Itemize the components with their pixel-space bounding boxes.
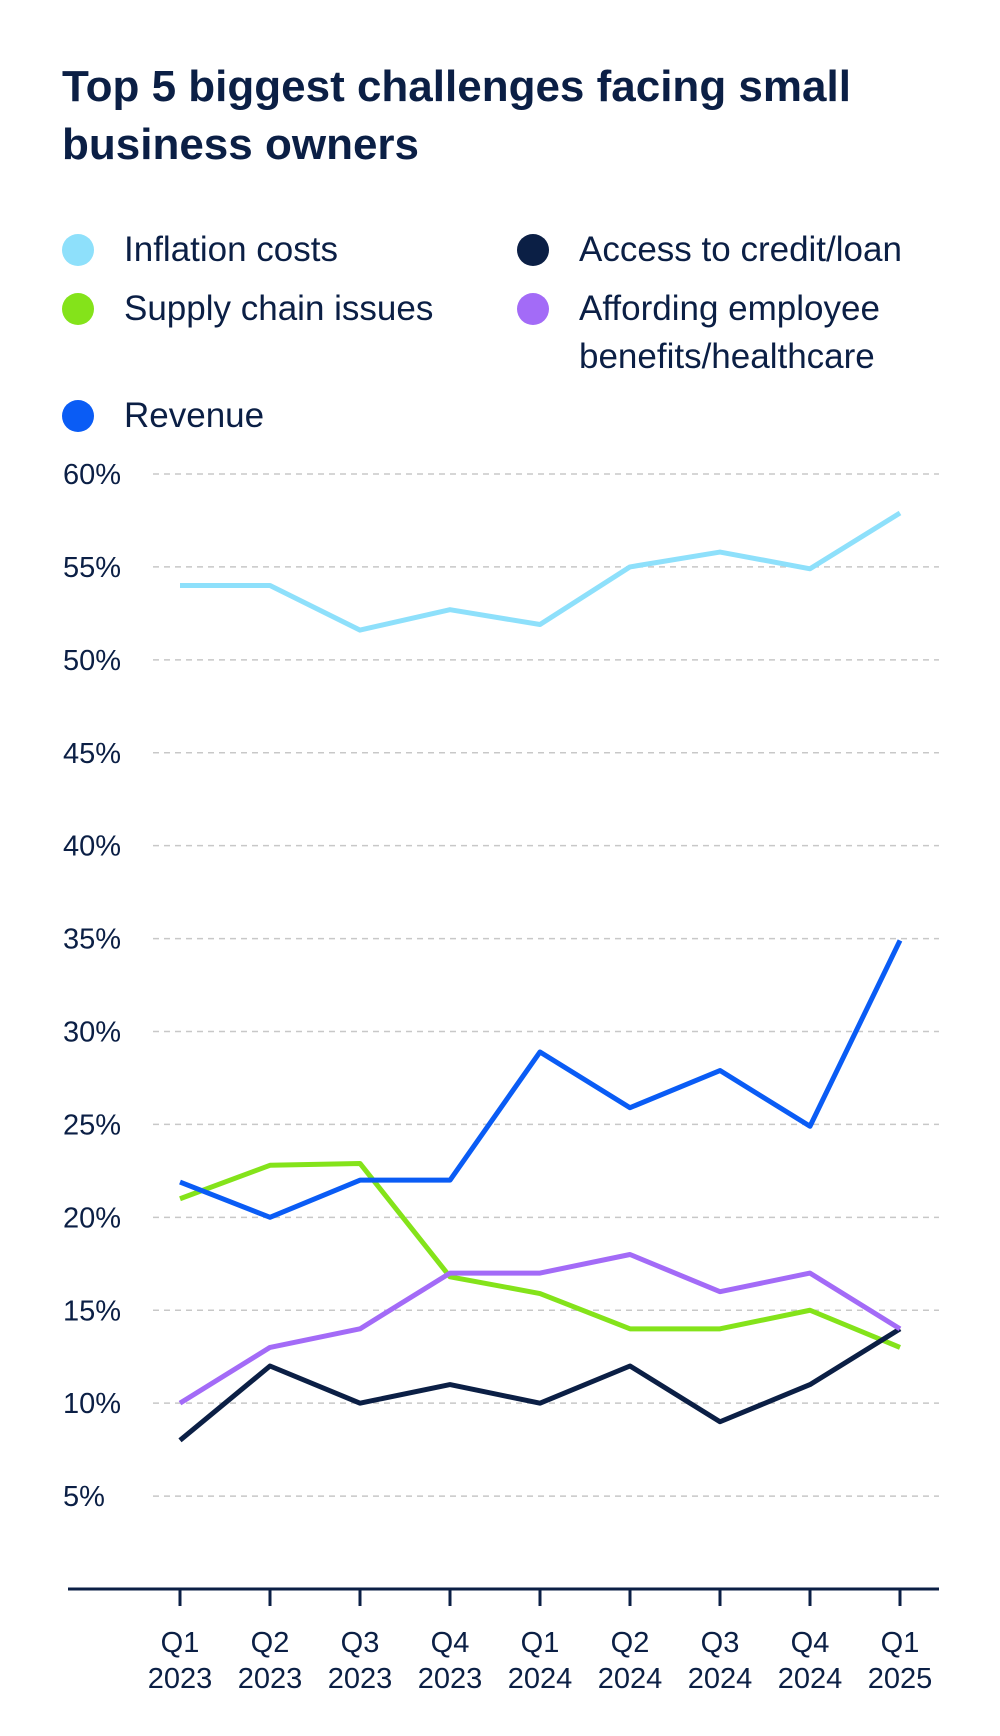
legend-label: Access to credit/loan [579,230,902,269]
y-tick-label: 20% [63,1202,121,1234]
legend-swatch [62,400,94,432]
series-line [179,1160,901,1350]
y-tick-label: 5% [63,1481,105,1513]
legend-swatch [517,293,549,325]
legend-item: Access to credit/loan [517,226,907,274]
y-tick-label: 30% [63,1017,121,1049]
legend-swatch [62,234,94,266]
y-tick-label: 35% [63,924,121,956]
legend-label: Affording employee benefits/healthcare [579,289,880,376]
legend-swatch [62,293,94,325]
series-line [179,939,903,1220]
legend: Inflation costs Supply chain issues Revenu… [62,226,962,440]
series-line [180,510,902,633]
x-tick-label: Q1 2023 [148,1627,213,1695]
series-line [178,1326,902,1443]
x-tick-label: Q3 2024 [688,1627,753,1695]
y-tick-label: 60% [63,459,121,491]
legend-label: Revenue [124,396,265,435]
legend-swatch [517,234,549,266]
series-line [178,1252,902,1406]
y-tick-label: 40% [63,831,121,863]
legend-label: Supply chain issues [124,289,434,328]
x-tick-label: Q2 2024 [598,1627,663,1695]
x-tick-label: Q3 2023 [328,1627,393,1695]
y-tick-label: 50% [63,645,121,677]
legend-label: Inflation costs [124,230,338,269]
x-tick-label: Q4 2023 [418,1627,483,1695]
x-tick-label: Q1 2025 [868,1627,933,1695]
x-tick-label: Q2 2023 [238,1627,303,1695]
legend-item: Inflation costs [62,226,517,274]
x-tick-label: Q1 2024 [508,1627,573,1695]
legend-item: Supply chain issues [62,285,517,381]
y-tick-label: 55% [63,552,121,584]
x-tick-label: Q4 2024 [778,1627,843,1695]
chart-title: Top 5 biggest challenges facing small bu… [62,62,851,169]
y-tick-label: 45% [63,738,121,770]
legend-item: Affording employee benefits/healthcare [517,285,907,381]
y-tick-label: 10% [63,1388,121,1420]
y-tick-label: 25% [63,1109,121,1141]
y-tick-label: 15% [63,1295,121,1327]
legend-item: Revenue [62,392,517,440]
